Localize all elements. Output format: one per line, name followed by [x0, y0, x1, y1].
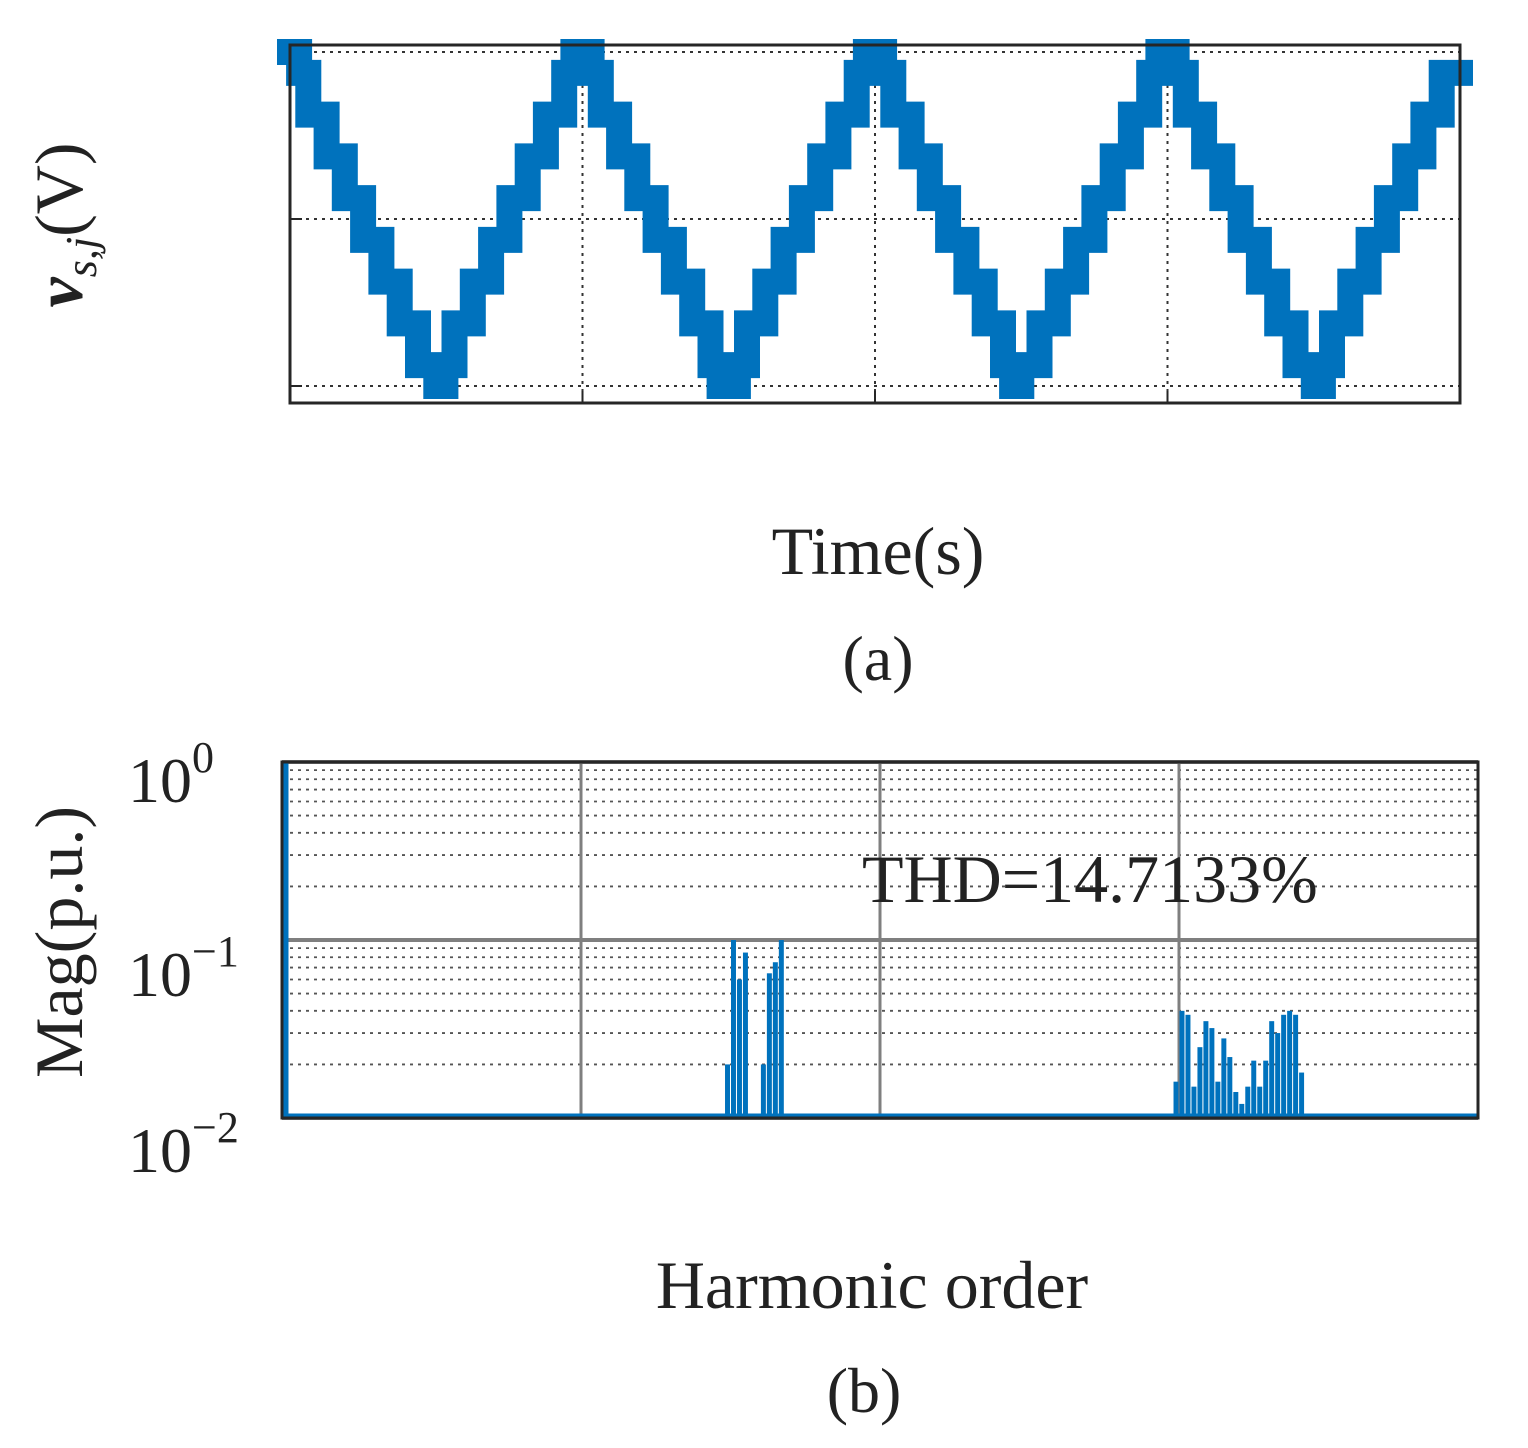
harmonic-bar: [760, 1064, 766, 1118]
panel-b-y-tick-label: 100: [128, 733, 214, 816]
panel-b-y-tick-base: 10: [128, 939, 192, 1010]
panel-b-y-tick-exponent: −1: [192, 927, 239, 976]
panel-a-plot-frame: [288, 43, 1462, 405]
harmonic-bar: [731, 940, 736, 1118]
harmonic-bar: [1227, 1057, 1233, 1118]
harmonic-bar: [725, 1064, 730, 1118]
harmonic-bar: [1287, 1010, 1293, 1118]
panel-b-y-axis-label: Mag(p.u.): [21, 806, 97, 1078]
panel-a-caption: (a): [842, 623, 913, 694]
panel-b-y-tick-label: 10−2: [128, 1103, 239, 1186]
panel-a-y-label-symbol: v: [21, 276, 97, 307]
harmonic-bar: [736, 979, 742, 1118]
harmonic-bar: [742, 952, 748, 1118]
panel-a-time-waveform: Time(s) vs,j(V) (a): [21, 39, 1473, 694]
harmonic-bar: [1233, 1091, 1239, 1118]
harmonic-bar: [1239, 1103, 1245, 1118]
panel-b-x-axis-label: Harmonic order: [656, 1247, 1089, 1323]
harmonic-bar: [1209, 1028, 1215, 1118]
harmonic-bar: [1203, 1021, 1209, 1118]
panel-a-x-axis-label: Time(s): [772, 513, 985, 589]
panel-b-grid: [282, 760, 1480, 1120]
panel-a-y-label-subscript: s,j: [57, 237, 106, 277]
harmonic-bar: [766, 973, 772, 1118]
harmonic-bar: [1299, 1072, 1305, 1118]
panel-b-y-tick-label: 10−1: [128, 927, 239, 1010]
panel-a-y-axis-label: vs,j(V): [21, 143, 106, 308]
harmonic-bar: [1293, 1014, 1299, 1118]
harmonic-bar: [778, 940, 784, 1118]
harmonic-bar: [1263, 1060, 1269, 1118]
panel-b-plot-frame: [280, 760, 1480, 1120]
harmonic-bar: [281, 762, 289, 1118]
panel-a-waveform-line: [277, 39, 1473, 399]
harmonic-bar: [1269, 1021, 1275, 1118]
harmonic-bar: [1197, 1047, 1203, 1118]
panel-b-caption: (b): [827, 1355, 902, 1426]
panel-b-y-tick-base: 10: [128, 1115, 192, 1186]
panel-b-y-tick-exponent: −2: [192, 1103, 239, 1152]
thd-annotation: THD=14.7133%: [862, 841, 1318, 917]
harmonic-bar: [1215, 1081, 1221, 1118]
panel-b-y-tick-base: 10: [128, 745, 192, 816]
harmonic-bar: [1275, 1033, 1281, 1118]
harmonic-bar: [772, 962, 778, 1118]
harmonic-bar: [1251, 1060, 1257, 1118]
panel-b-y-tick-exponent: 0: [192, 733, 214, 782]
harmonic-bar: [1245, 1086, 1251, 1118]
harmonic-bar: [1185, 1014, 1191, 1118]
harmonic-bar: [1257, 1086, 1263, 1118]
harmonic-bar: [1281, 1014, 1287, 1118]
harmonic-bar: [1173, 1081, 1179, 1118]
panel-b-bars: [281, 762, 1478, 1119]
panel-a-series: [277, 39, 1473, 399]
harmonic-bar: [1179, 1010, 1185, 1118]
panel-a-y-label-unit: (V): [21, 143, 97, 237]
harmonic-bar: [1221, 1038, 1227, 1118]
harmonic-bar: [1191, 1086, 1197, 1118]
